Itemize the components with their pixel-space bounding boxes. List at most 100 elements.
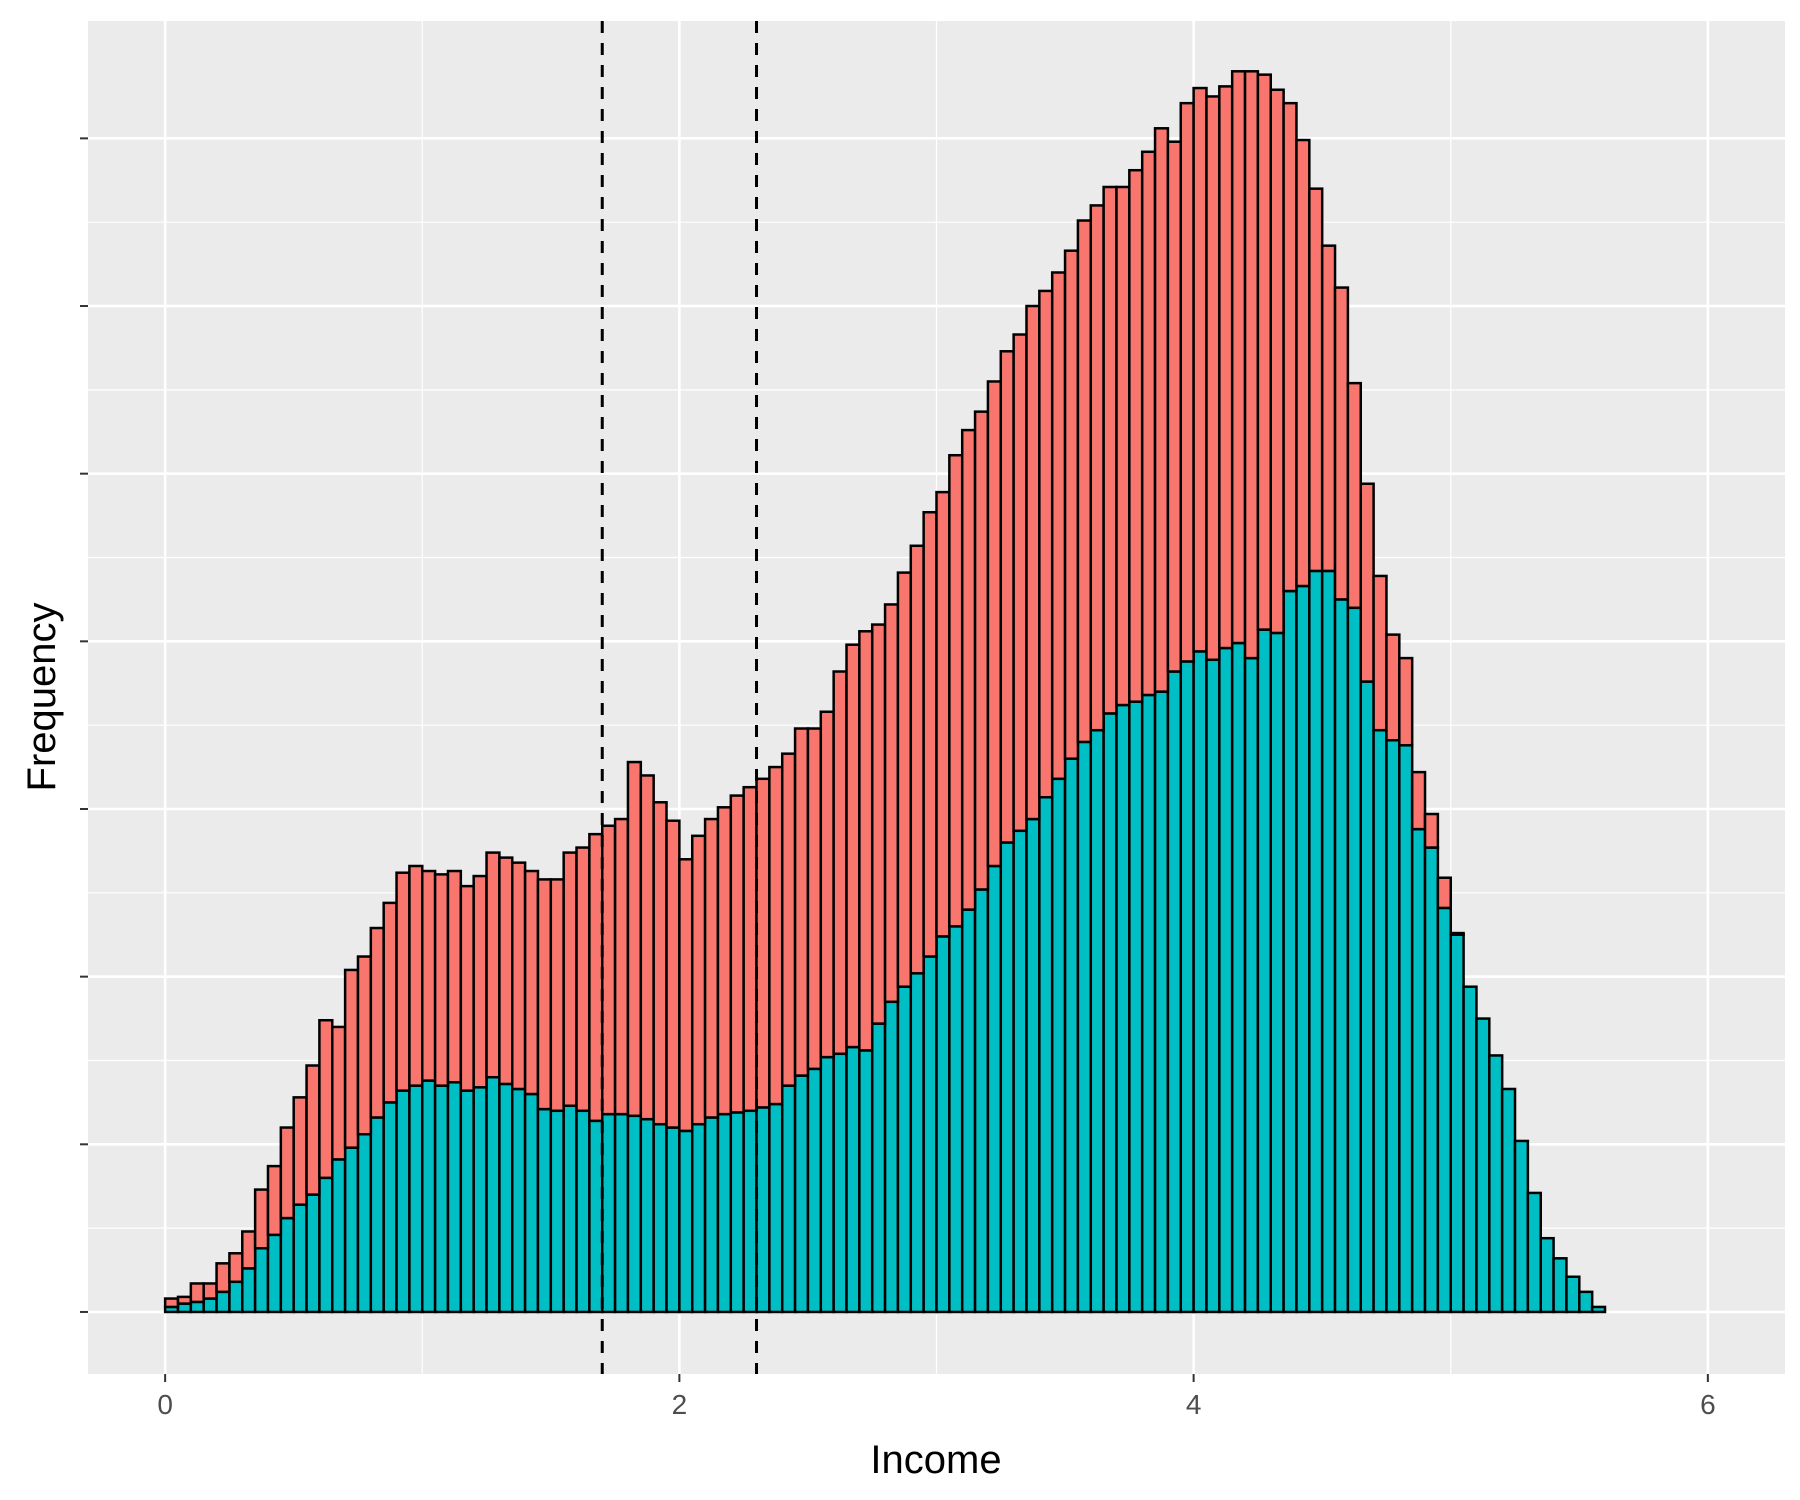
histogram-bar-teal: [433, 1084, 450, 1314]
histogram-bar-red: [1025, 304, 1041, 821]
histogram-bar-red: [446, 869, 463, 1084]
histogram-bar-teal: [523, 1092, 540, 1314]
histogram-bar-teal: [960, 908, 977, 1314]
histogram-bar-red: [241, 1230, 257, 1270]
histogram-bar-red: [793, 727, 810, 1077]
x-tick-label: 6: [1700, 1389, 1716, 1420]
histogram-bar-red: [588, 832, 604, 1123]
histogram-bar-red: [305, 1064, 321, 1196]
histogram-bar-red: [331, 1025, 347, 1161]
histogram-bar-red: [1256, 73, 1273, 631]
x-tick-label: 0: [157, 1389, 173, 1420]
histogram-bar-teal: [1166, 670, 1183, 1314]
histogram-bar-teal: [498, 1082, 514, 1314]
histogram-bar-teal: [356, 1132, 373, 1314]
histogram-bar-teal: [1346, 606, 1362, 1314]
histogram-bar-red: [266, 1164, 283, 1237]
histogram-bar-teal: [1140, 693, 1157, 1314]
histogram-bar-teal: [1462, 985, 1478, 1314]
histogram-bar-teal: [858, 1049, 874, 1314]
histogram-bar-teal: [935, 935, 951, 1314]
histogram-bar-red: [678, 858, 694, 1133]
histogram-bar-red: [562, 851, 578, 1107]
histogram-bar-teal: [768, 1102, 784, 1314]
histogram-bar-red: [755, 777, 771, 1109]
histogram-bar-teal: [716, 1112, 733, 1314]
histogram-bar-teal: [986, 864, 1003, 1314]
histogram-bar-teal: [588, 1119, 604, 1314]
histogram-bar-teal: [1282, 589, 1298, 1314]
histogram-bar-teal: [819, 1055, 835, 1314]
histogram-bar-red: [395, 871, 411, 1092]
histogram-bar-teal: [1359, 680, 1375, 1314]
histogram-bar-red: [176, 1295, 193, 1305]
histogram-bar-teal: [1230, 641, 1247, 1314]
histogram-bar-teal: [1552, 1257, 1568, 1314]
histogram-bar-red: [665, 819, 681, 1129]
histogram-bar-red: [1333, 286, 1350, 601]
histogram-bar-teal: [305, 1193, 321, 1314]
histogram-bar-teal: [1449, 933, 1465, 1314]
histogram-bar-teal: [266, 1233, 283, 1314]
histogram-bar-teal: [922, 955, 938, 1314]
histogram-bar-teal: [909, 972, 925, 1314]
histogram-bar-teal: [241, 1267, 257, 1314]
histogram-bar-red: [1089, 204, 1105, 732]
histogram-bar-red: [279, 1126, 295, 1220]
histogram-bar-teal: [755, 1106, 771, 1314]
histogram-bar-teal: [999, 841, 1015, 1314]
histogram-bar-teal: [1565, 1275, 1581, 1314]
histogram-bar-red: [600, 824, 617, 1116]
histogram-bar-teal: [1410, 827, 1427, 1314]
histogram-bar-red: [189, 1282, 205, 1304]
histogram-bar-teal: [1205, 658, 1221, 1314]
x-tick-label: 4: [1186, 1389, 1202, 1420]
histogram-bar-teal: [896, 985, 913, 1314]
histogram-bar-teal: [318, 1176, 334, 1314]
histogram-bar-teal: [228, 1280, 244, 1314]
histogram-bar-teal: [1526, 1191, 1542, 1314]
histogram-bar-red: [498, 856, 514, 1086]
histogram-bar-red: [1282, 101, 1298, 593]
histogram-bar-teal: [806, 1067, 823, 1314]
histogram-bar-teal: [1308, 569, 1324, 1314]
histogram-bar-red: [1205, 95, 1221, 662]
histogram-bar-red: [1243, 70, 1260, 660]
histogram-bar-red: [960, 428, 977, 911]
histogram-bar-red: [973, 410, 990, 891]
histogram-bar-teal: [549, 1109, 565, 1314]
histogram-bar-red: [1436, 876, 1452, 910]
histogram-bar-red: [536, 878, 553, 1111]
histogram-bar-red: [1269, 88, 1285, 635]
income-bars-teal: [163, 569, 1607, 1314]
histogram-bar-teal: [1578, 1290, 1594, 1314]
histogram-bar-red: [909, 544, 925, 975]
histogram-bar-teal: [382, 1101, 398, 1314]
histogram-bar-teal: [459, 1089, 475, 1314]
histogram-bar-red: [1140, 150, 1157, 697]
histogram-bar-red: [523, 869, 540, 1096]
histogram-bar-teal: [1153, 690, 1170, 1314]
histogram-bar-red: [215, 1262, 231, 1294]
histogram-bar-teal: [1089, 728, 1105, 1314]
histogram-bar-red: [459, 884, 475, 1092]
histogram-bar-red: [1359, 482, 1375, 683]
histogram-bar-teal: [1115, 703, 1131, 1314]
histogram-bar-teal: [369, 1116, 385, 1314]
histogram-bar-red: [1230, 70, 1247, 645]
histogram-bar-teal: [678, 1129, 694, 1314]
histogram-bar-teal: [1436, 906, 1452, 1314]
histogram-bar-red: [896, 571, 913, 988]
histogram-bar-teal: [562, 1104, 578, 1314]
histogram-bar-teal: [395, 1089, 411, 1314]
histogram-bar-red: [511, 861, 527, 1091]
histogram-bar-teal: [1076, 740, 1093, 1314]
histogram-bar-red: [1423, 812, 1440, 849]
histogram-bar-teal: [845, 1045, 861, 1314]
histogram-bar-teal: [1038, 796, 1054, 1314]
histogram-bar-teal: [1398, 744, 1414, 1314]
histogram-bar-red: [703, 817, 720, 1119]
histogram-bar-red: [1295, 138, 1311, 588]
histogram-bar-teal: [1102, 712, 1118, 1314]
histogram-bar-red: [253, 1188, 270, 1250]
